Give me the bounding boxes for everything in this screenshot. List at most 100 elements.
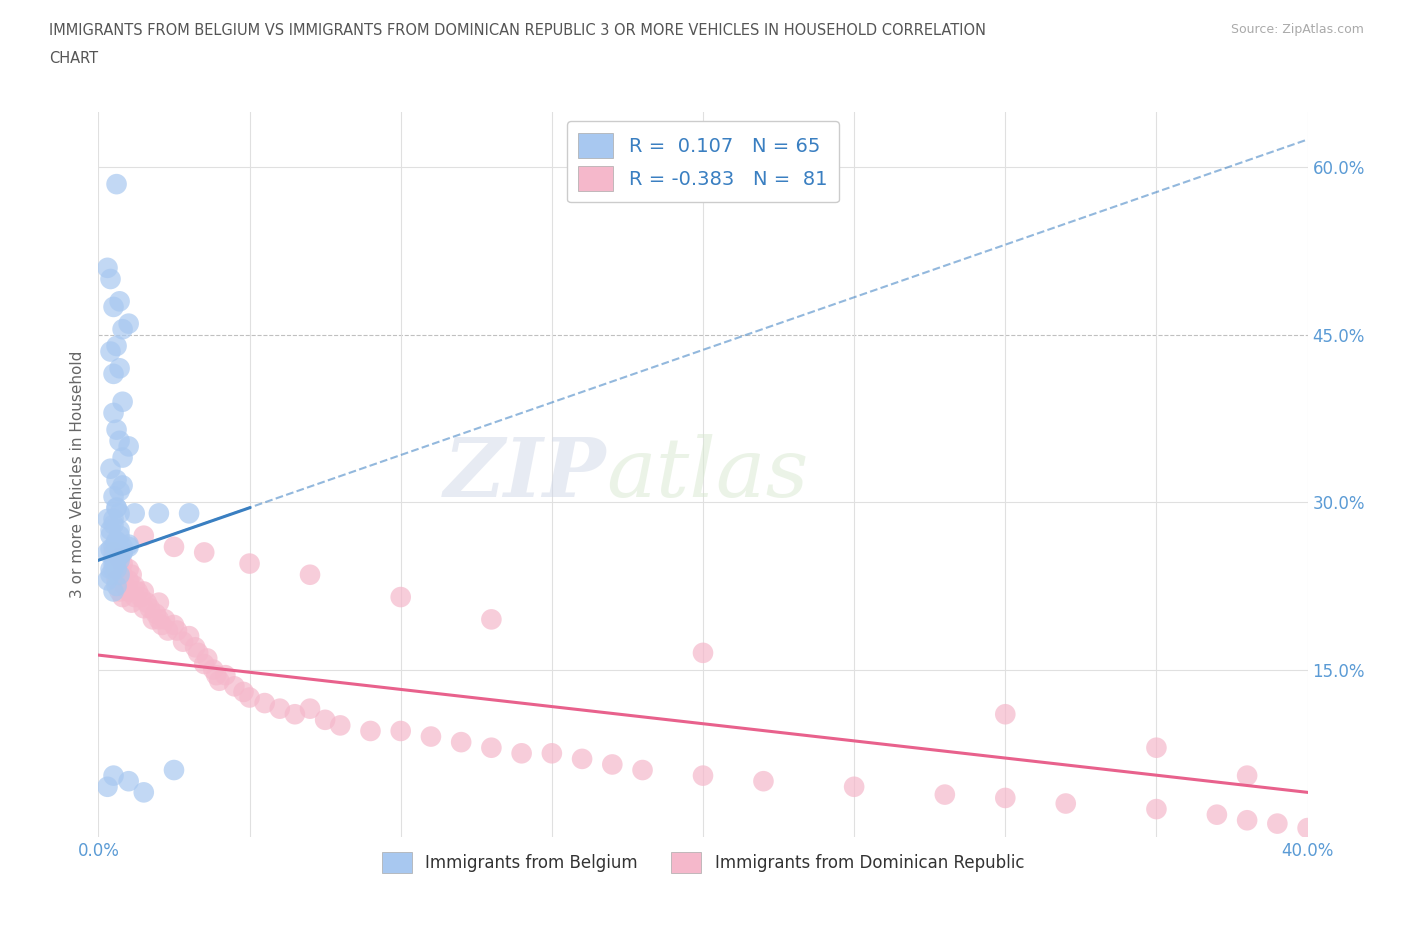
Point [692,645,714,660]
Point [135,595,157,610]
Point [239,690,262,705]
Point [118,584,141,599]
Point [124,578,146,593]
Point [179,506,201,521]
Point [105,578,128,593]
Point [481,612,503,627]
Text: ZIP: ZIP [444,434,606,514]
Point [103,556,125,571]
Point [96,512,118,526]
Point [132,584,155,599]
Point [100,528,122,543]
Point [103,405,125,420]
Point [118,538,141,552]
Point [96,545,118,560]
Point [205,668,228,683]
Point [934,787,956,802]
Point [105,500,128,515]
Point [108,549,131,564]
Text: atlas: atlas [606,434,808,514]
Point [100,461,122,476]
Point [96,573,118,588]
Point [105,573,128,588]
Point [105,552,128,567]
Point [111,545,134,560]
Point [153,612,176,627]
Point [96,779,118,794]
Point [108,433,131,448]
Point [100,567,122,582]
Point [1206,807,1229,822]
Point [631,763,654,777]
Point [132,785,155,800]
Point [148,506,170,521]
Point [1144,802,1167,817]
Point [132,528,155,543]
Point [1144,740,1167,755]
Point [148,595,170,610]
Point [148,612,170,627]
Point [100,541,122,556]
Point [118,774,141,789]
Point [100,272,122,286]
Point [172,634,194,649]
Point [103,512,125,526]
Text: IMMIGRANTS FROM BELGIUM VS IMMIGRANTS FROM DOMINICAN REPUBLIC 3 OR MORE VEHICLES: IMMIGRANTS FROM BELGIUM VS IMMIGRANTS FR… [49,23,986,38]
Point [100,523,122,538]
Point [121,567,143,582]
Point [108,484,131,498]
Point [105,339,128,353]
Point [108,294,131,309]
Point [124,506,146,521]
Point [111,590,134,604]
Point [108,545,131,560]
Point [389,724,412,738]
Point [105,562,128,577]
Point [105,562,128,577]
Point [96,260,118,275]
Point [118,316,141,331]
Point [1236,813,1258,828]
Point [571,751,593,766]
Point [420,729,443,744]
Point [132,601,155,616]
Point [1267,817,1289,831]
Point [752,774,775,789]
Point [111,567,134,582]
Point [994,790,1017,805]
Point [195,651,218,666]
Point [108,361,131,376]
Point [510,746,533,761]
Point [103,489,125,504]
Point [314,712,336,727]
Point [108,523,131,538]
Point [284,707,307,722]
Point [163,763,186,777]
Point [844,779,866,794]
Point [329,718,352,733]
Point [124,590,146,604]
Point [108,551,131,565]
Point [187,645,209,660]
Point [1296,820,1319,835]
Point [163,539,186,554]
Point [111,539,134,554]
Point [540,746,562,761]
Point [389,590,412,604]
Y-axis label: 3 or more Vehicles in Household: 3 or more Vehicles in Household [70,351,86,598]
Point [145,606,167,621]
Point [105,534,128,549]
Point [360,724,382,738]
Point [193,657,215,671]
Point [100,344,122,359]
Point [150,618,173,632]
Point [105,534,128,549]
Point [111,394,134,409]
Point [105,500,128,515]
Point [111,545,134,560]
Point [108,528,131,543]
Point [105,177,128,192]
Point [111,450,134,465]
Point [232,684,254,699]
Point [602,757,624,772]
